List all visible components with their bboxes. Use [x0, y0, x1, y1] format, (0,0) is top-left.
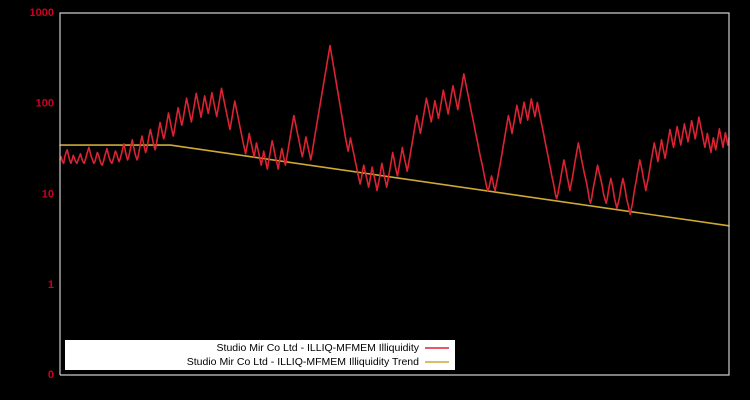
chart-legend: Studio Mir Co Ltd - ILLIQ-MFMEM Illiquid… [65, 340, 455, 370]
plot-axis-frame [59, 12, 730, 376]
y-axis-tick-label: 1000 [30, 7, 54, 19]
y-axis-tick-label: 0 [48, 369, 54, 381]
y-axis-tick-label: 1 [48, 279, 54, 291]
legend-label-illiquidity-trend: Studio Mir Co Ltd - ILLIQ-MFMEM Illiquid… [187, 356, 419, 368]
illiquidity-trend-line [59, 144, 730, 227]
y-axis-tick-label: 100 [36, 98, 54, 110]
legend-background [65, 340, 455, 370]
data-series-group [59, 44, 730, 227]
plot-area-background [60, 13, 729, 375]
illiquidity-series-line [59, 44, 730, 216]
y-axis-tick-label: 10 [42, 188, 54, 200]
legend-label-illiquidity: Studio Mir Co Ltd - ILLIQ-MFMEM Illiquid… [217, 342, 420, 354]
